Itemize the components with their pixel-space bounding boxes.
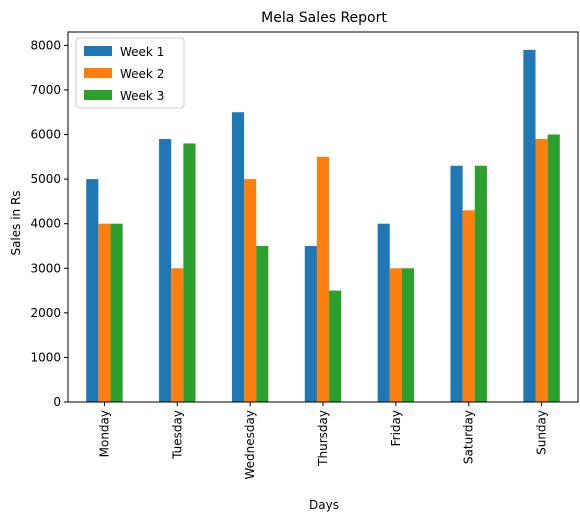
x-tick-label-thursday: Thursday xyxy=(316,410,330,467)
y-tick-label: 2000 xyxy=(30,306,61,320)
legend-label-week-1: Week 1 xyxy=(120,45,164,59)
legend-swatch-week-3 xyxy=(84,90,112,100)
y-tick-label: 3000 xyxy=(30,261,61,275)
y-tick-label: 4000 xyxy=(30,217,61,231)
y-tick-label: 0 xyxy=(53,395,61,409)
legend: Week 1 Week 2 Week 3 xyxy=(75,37,185,109)
legend-label-week-3: Week 3 xyxy=(120,89,164,103)
bar-week-1-wednesday xyxy=(231,112,245,402)
bar-week-1-friday xyxy=(377,223,390,402)
bar-week-1-monday xyxy=(86,179,99,402)
x-tick-label-wednesday: Wednesday xyxy=(243,410,257,479)
bar-week-2-thursday xyxy=(316,156,330,402)
bar-week-3-friday xyxy=(401,268,415,402)
x-tick-label-monday: Monday xyxy=(97,410,111,457)
x-axis-label: Days xyxy=(309,498,339,512)
bar-week-1-saturday xyxy=(450,165,463,402)
x-tick-label-friday: Friday xyxy=(389,410,403,446)
x-tick-label-sunday: Sunday xyxy=(535,410,549,455)
y-axis-label: Sales in Rs xyxy=(9,190,23,255)
y-tick-label: 8000 xyxy=(30,38,61,52)
y-tick-label: 5000 xyxy=(30,172,61,186)
plot-area: 0 1000 2000 3000 4000 5000 6000 7000 8000 Monday T… xyxy=(30,31,579,479)
bar-week-1-tuesday xyxy=(159,138,172,402)
bar-week-3-monday xyxy=(110,223,123,402)
bar-week-3-tuesday xyxy=(183,143,196,402)
bar-week-2-sunday xyxy=(535,138,548,402)
bar-week-3-saturday xyxy=(474,165,487,402)
bar-week-3-sunday xyxy=(547,134,560,402)
bar-week-1-thursday xyxy=(304,245,317,402)
bar-week-3-wednesday xyxy=(256,245,269,402)
chart-title: Mela Sales Report xyxy=(261,10,387,26)
y-tick-label: 1000 xyxy=(30,350,61,364)
legend-swatch-week-1 xyxy=(84,46,112,56)
bar-week-1-sunday xyxy=(523,49,536,402)
x-tick-label-saturday: Saturday xyxy=(462,410,476,464)
bar-week-2-saturday xyxy=(462,210,475,402)
legend-swatch-week-2 xyxy=(84,68,112,78)
bar-week-2-tuesday xyxy=(171,268,184,402)
y-tick-label: 6000 xyxy=(30,128,61,142)
bar-week-2-wednesday xyxy=(244,179,257,402)
bar-week-2-monday xyxy=(98,223,111,402)
bar-week-2-friday xyxy=(389,268,402,402)
bar-week-3-thursday xyxy=(329,290,342,402)
legend-label-week-2: Week 2 xyxy=(120,67,164,81)
x-tick-label-tuesday: Tuesday xyxy=(170,410,184,460)
y-tick-label: 7000 xyxy=(30,83,61,97)
